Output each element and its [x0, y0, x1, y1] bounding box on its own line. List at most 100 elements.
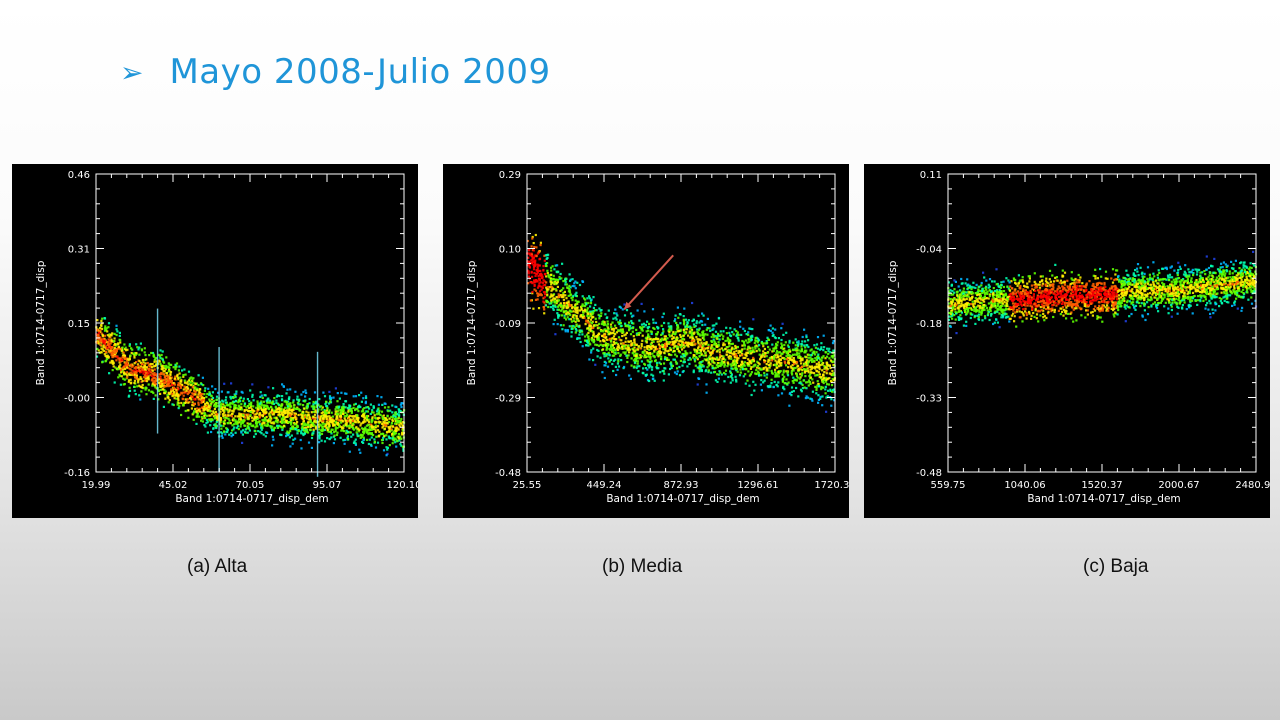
density-point [310, 436, 314, 440]
density-point [119, 363, 122, 366]
density-point [296, 421, 299, 424]
density-point [357, 430, 360, 433]
density-point [814, 357, 817, 360]
density-point [751, 328, 754, 331]
density-point [274, 426, 277, 429]
density-point [225, 427, 228, 430]
density-point [320, 412, 323, 415]
density-point [786, 356, 790, 359]
density-point [159, 384, 162, 387]
density-point [814, 374, 817, 377]
density-point [806, 381, 809, 384]
density-point [617, 344, 620, 347]
density-point [702, 314, 705, 317]
density-point [718, 338, 721, 341]
density-point [153, 382, 156, 385]
density-point [387, 435, 390, 438]
density-point [332, 442, 335, 445]
density-point [306, 431, 310, 434]
density-point [575, 323, 578, 326]
density-point [800, 349, 804, 353]
density-point [130, 365, 134, 368]
density-point [219, 404, 223, 407]
density-point [362, 436, 365, 439]
density-point [616, 345, 619, 349]
density-point [213, 417, 216, 420]
density-point [164, 390, 167, 393]
density-point [397, 437, 400, 440]
density-point [611, 345, 614, 348]
density-point [752, 380, 755, 383]
density-point [631, 327, 635, 330]
density-point [555, 270, 558, 273]
density-point [687, 334, 690, 337]
density-point [256, 408, 259, 412]
density-point [787, 359, 790, 362]
density-point [536, 294, 539, 298]
density-point [594, 363, 597, 366]
density-point [819, 363, 822, 367]
density-point [646, 368, 649, 371]
density-point [324, 414, 327, 417]
density-point [137, 381, 140, 384]
density-point [553, 281, 556, 284]
density-point [710, 339, 713, 343]
density-point [805, 381, 808, 384]
density-point [370, 436, 373, 439]
density-point [307, 421, 310, 424]
density-point [748, 360, 751, 363]
density-point [818, 373, 821, 376]
density-point [375, 426, 378, 429]
density-point [725, 353, 729, 356]
density-point [332, 424, 335, 427]
density-point [231, 433, 235, 436]
density-point [180, 413, 183, 417]
density-point [261, 396, 264, 399]
density-point [306, 425, 309, 429]
density-point [656, 367, 659, 370]
density-point [544, 262, 547, 265]
density-point [676, 370, 679, 373]
density-point [778, 362, 781, 365]
density-point [342, 406, 346, 409]
density-point [606, 365, 610, 368]
density-point [668, 328, 671, 331]
density-point [386, 446, 389, 449]
density-point [174, 368, 177, 371]
density-point [131, 372, 134, 375]
density-point [604, 328, 607, 331]
density-point [382, 449, 386, 452]
density-point [529, 299, 532, 302]
density-point [99, 343, 102, 346]
density-point [155, 360, 158, 363]
density-point [228, 433, 231, 436]
density-point [770, 382, 773, 385]
density-point [137, 364, 140, 367]
density-point [104, 340, 107, 343]
density-point [354, 443, 357, 446]
density-point [764, 359, 767, 363]
density-point [133, 379, 137, 382]
density-point [203, 405, 206, 408]
density-point [269, 401, 272, 404]
density-point [167, 370, 170, 373]
density-point [754, 339, 757, 342]
density-point [349, 431, 352, 434]
density-point [242, 415, 245, 418]
density-point [538, 273, 542, 276]
density-point [223, 416, 226, 419]
density-point [138, 360, 141, 363]
density-point [216, 405, 219, 408]
density-point [805, 364, 809, 367]
density-point [280, 403, 283, 406]
density-point [360, 427, 364, 430]
density-point [242, 419, 245, 422]
density-point [197, 401, 200, 404]
density-point [724, 369, 728, 372]
density-point [400, 437, 403, 441]
density-point [818, 348, 822, 351]
density-point [778, 365, 781, 368]
density-point [375, 421, 378, 424]
density-point [558, 304, 562, 307]
density-point [794, 366, 797, 370]
